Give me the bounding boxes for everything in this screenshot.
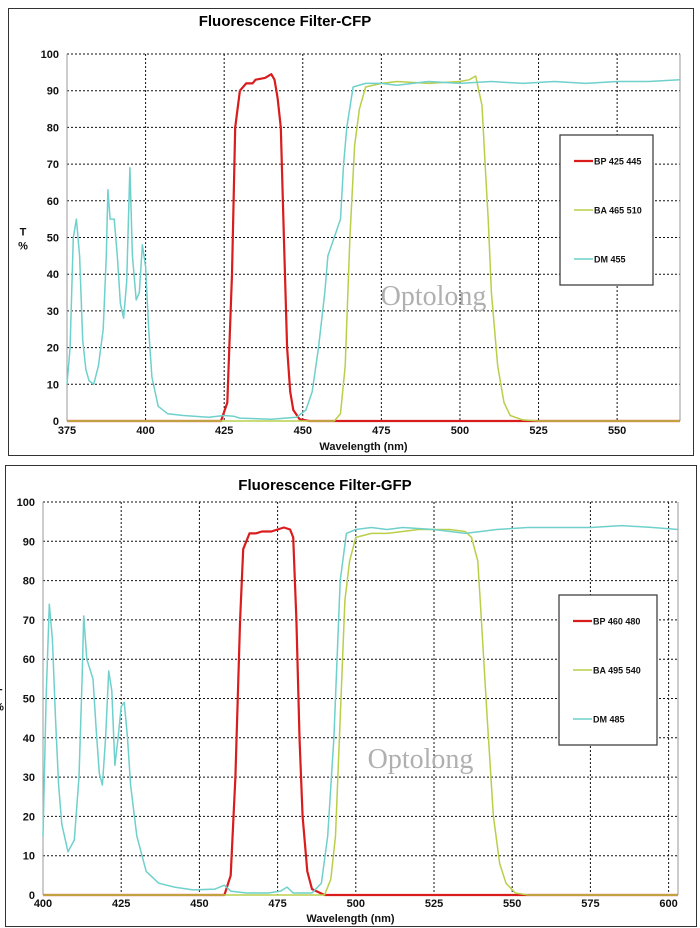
- y-tick-label: 80: [47, 122, 59, 134]
- y-tick-label: 20: [47, 343, 59, 355]
- y-tick-label: 30: [47, 306, 59, 318]
- y-axis-label: T: [20, 227, 27, 239]
- x-tick-label: 550: [608, 425, 626, 437]
- legend-label: BP 425 445: [594, 157, 641, 167]
- x-tick-label: 475: [372, 425, 390, 437]
- x-tick-label: 425: [215, 425, 233, 437]
- watermark: Optolong: [381, 281, 487, 312]
- y-tick-label: 70: [47, 159, 59, 171]
- y-tick-label: 0: [53, 416, 59, 428]
- y-axis-label-unit: %: [18, 241, 28, 253]
- y-tick-label: 40: [47, 269, 59, 281]
- series-line-bp-425-445: [67, 73, 680, 423]
- y-tick-label: 100: [41, 49, 59, 61]
- x-axis-label: Wavelength (nm): [319, 441, 408, 453]
- y-tick-label: 60: [47, 196, 59, 208]
- x-tick-label: 500: [451, 425, 469, 437]
- y-tick-label: 10: [47, 379, 59, 391]
- chart-title: Fluorescence Filter-CFP: [199, 13, 372, 30]
- x-tick-label: 375: [58, 425, 76, 437]
- legend-label: DM 455: [594, 255, 626, 265]
- legend-label: BA 465 510: [594, 206, 642, 216]
- y-tick-label: 50: [47, 233, 59, 245]
- x-tick-label: 525: [529, 425, 547, 437]
- series-line-dm-455: [66, 78, 681, 420]
- series-line-ba-465-510: [67, 75, 680, 422]
- y-tick-label: 90: [47, 86, 59, 98]
- x-tick-label: 450: [294, 425, 312, 437]
- x-tick-label: 400: [136, 425, 154, 437]
